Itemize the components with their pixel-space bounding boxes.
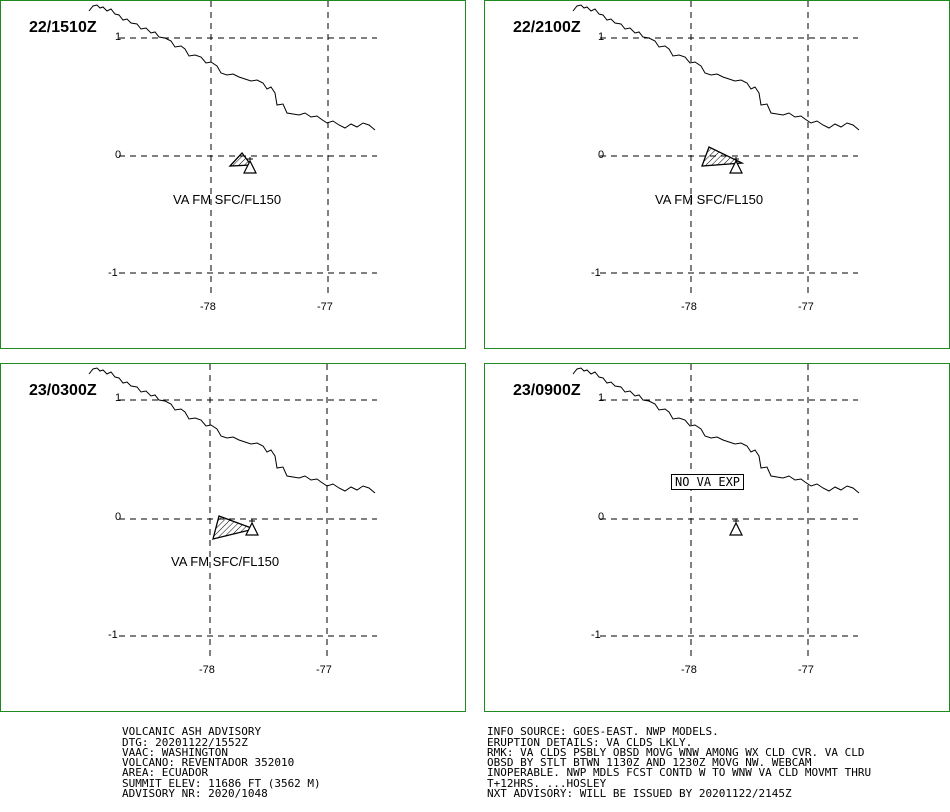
map-panel-1: 22/1510Z VA FM SFC/FL150 1 0 -1 -78 -77 <box>0 0 466 349</box>
map-panel-2: 22/2100Z VA FM SFC/FL150 1 0 -1 -78 -77 <box>484 0 950 349</box>
advisory-line: OBSD BY STLT BTWN 1130Z AND 1230Z MOVG N… <box>487 756 812 770</box>
ash-cloud-polygon <box>228 151 253 167</box>
advisory-text-right: INFO SOURCE: GOES-EAST. NWP MODELS. ERUPT… <box>487 717 871 810</box>
ash-cloud-label: VA FM SFC/FL150 <box>171 554 280 569</box>
ash-cloud-polygon <box>212 515 257 540</box>
advisory-text-left: VOLCANIC ASH ADVISORY DTG: 20201122/1552Z… <box>122 717 321 810</box>
advisory-line: DTG: 20201122/1552Z <box>122 735 248 749</box>
lat-tick-0: 0 <box>598 511 605 523</box>
no-va-expected-label: NO VA EXP <box>671 474 745 490</box>
valid-time: 23/0300Z <box>29 382 97 399</box>
lon-tick-minus78: -78 <box>199 664 215 676</box>
lat-tick-0: 0 <box>115 149 122 161</box>
coastline <box>88 4 376 131</box>
coastline <box>88 367 376 494</box>
volcano-icon <box>729 159 743 174</box>
lat-tick-0: 0 <box>115 511 122 523</box>
advisory-line: SUMMIT ELEV: 11686 FT (3562 M) <box>122 776 321 790</box>
lat-tick-1: 1 <box>598 392 605 404</box>
coastline <box>572 367 860 494</box>
volcano-icon <box>245 521 259 536</box>
advisory-line: ERUPTION DETAILS: VA CLDS LKLY. <box>487 735 693 749</box>
lon-tick-minus78: -78 <box>681 301 697 313</box>
lat-tick-minus1: -1 <box>591 629 601 641</box>
map-graphic <box>572 364 860 659</box>
lat-tick-minus1: -1 <box>108 267 118 279</box>
ash-cloud-polygon <box>701 146 745 167</box>
valid-time: 22/1510Z <box>29 19 97 36</box>
coastline <box>572 4 860 131</box>
advisory-line: INOPERABLE. NWP MDLS FCST CONTD W TO WNW… <box>487 766 872 780</box>
volcano-icon <box>243 159 257 174</box>
map-graphic <box>88 364 377 659</box>
lat-tick-1: 1 <box>115 392 122 404</box>
advisory-line: NXT ADVISORY: WILL BE ISSUED BY 20201122… <box>487 787 792 801</box>
lon-tick-minus78: -78 <box>200 301 216 313</box>
lat-tick-minus1: -1 <box>591 267 601 279</box>
ash-cloud-label: VA FM SFC/FL150 <box>655 192 764 207</box>
advisory-line: VOLCANO: REVENTADOR 352010 <box>122 756 295 770</box>
lat-tick-minus1: -1 <box>108 629 118 641</box>
advisory-line: VOLCANIC ASH ADVISORY <box>122 725 262 739</box>
lon-tick-minus77: -77 <box>316 664 332 676</box>
advisory-line: VAAC: WASHINGTON <box>122 745 228 759</box>
advisory-line: ADVISORY NR: 2020/1048 <box>122 787 268 801</box>
advisory-line: AREA: ECUADOR <box>122 766 209 780</box>
valid-time: 22/2100Z <box>513 19 581 36</box>
lat-tick-1: 1 <box>598 31 605 43</box>
lon-tick-minus78: -78 <box>681 664 697 676</box>
map-graphic <box>88 1 377 296</box>
map-panel-3: 23/0300Z VA FM SFC/FL150 1 0 -1 -78 -77 <box>0 363 466 712</box>
lon-tick-minus77: -77 <box>798 301 814 313</box>
volcano-icon <box>729 521 743 536</box>
map-graphic <box>572 1 860 296</box>
map-panel-4: 23/0900Z NO VA EXP 1 0 -1 -78 -77 <box>484 363 950 712</box>
advisory-line: T+12HRS. ...HOSLEY <box>487 776 607 790</box>
advisory-line: INFO SOURCE: GOES-EAST. NWP MODELS. <box>487 725 719 739</box>
valid-time: 23/0900Z <box>513 382 581 399</box>
lon-tick-minus77: -77 <box>798 664 814 676</box>
lat-tick-1: 1 <box>115 31 122 43</box>
lat-tick-0: 0 <box>598 149 605 161</box>
lon-tick-minus77: -77 <box>317 301 333 313</box>
advisory-line: RMK: VA CLDS PSBLY OBSD MOVG WNW AMONG W… <box>487 745 865 759</box>
ash-cloud-label: VA FM SFC/FL150 <box>173 192 282 207</box>
